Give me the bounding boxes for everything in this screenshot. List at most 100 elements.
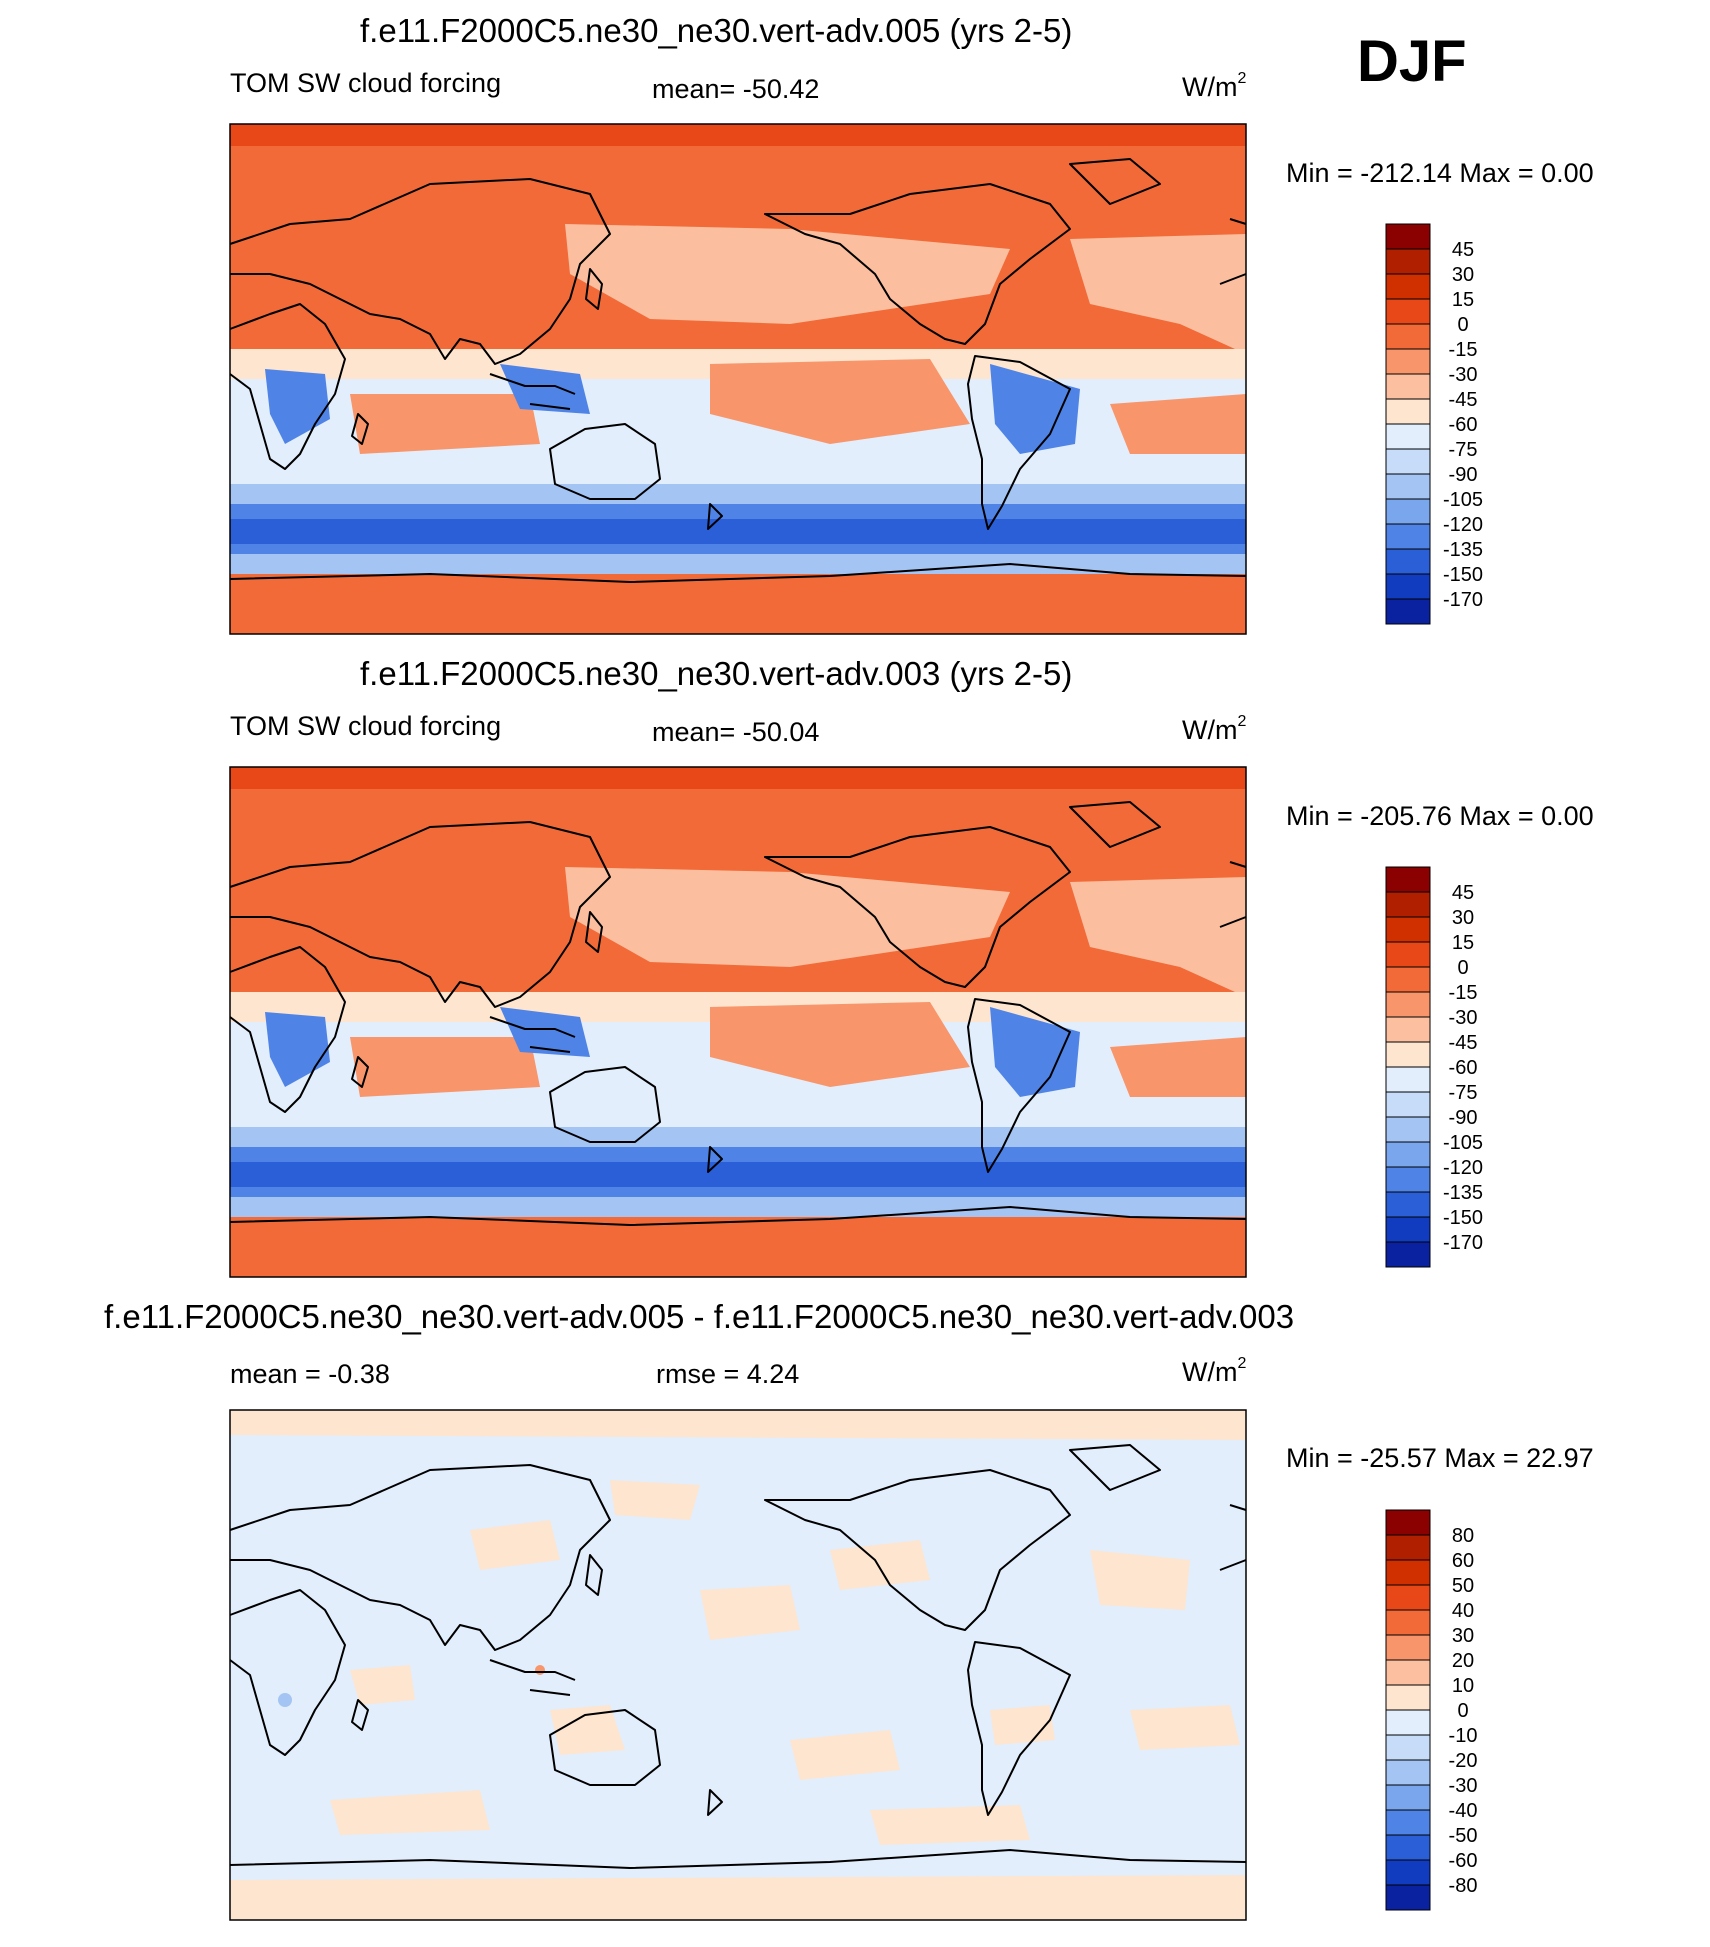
colorbar-1-label: -150 [1443, 564, 1483, 586]
colorbar-3-label: 30 [1452, 1625, 1474, 1647]
colorbar-1-swatch [1385, 348, 1431, 375]
colorbar-2-swatch [1385, 1091, 1431, 1118]
season-label: DJF [1357, 29, 1467, 94]
colorbar-3-swatch [1385, 1659, 1431, 1686]
colorbar-1-label: -135 [1443, 539, 1483, 561]
colorbar-2-label: -60 [1449, 1057, 1478, 1079]
colorbar-1-swatch [1385, 573, 1431, 600]
colorbar-3-label: -80 [1449, 1875, 1478, 1897]
colorbar-1-swatch [1385, 323, 1431, 350]
colorbar-1-label: 0 [1457, 314, 1468, 336]
colorbar-2-label: 45 [1452, 882, 1474, 904]
colorbar-3-swatch [1385, 1884, 1431, 1911]
colorbar-3-swatch [1385, 1734, 1431, 1761]
colorbar-2-swatch [1385, 966, 1431, 993]
colorbar-3-swatch [1385, 1784, 1431, 1811]
panel-3-mean: mean = -0.38 [230, 1359, 390, 1389]
colorbar-2-label: -30 [1449, 1007, 1478, 1029]
colorbar-1-swatch [1385, 473, 1431, 500]
colorbar-1-swatch [1385, 423, 1431, 450]
colorbar-1-label: -90 [1449, 464, 1478, 486]
colorbar-1-label: -30 [1449, 364, 1478, 386]
panel-2-title: f.e11.F2000C5.ne30_ne30.vert-adv.003 (yr… [360, 655, 1073, 692]
colorbars: 45 30 15 0 -15 -30 -45 -60 -75 -90 -105 -120 -135 -15… [1385, 223, 1483, 1911]
panel-2-mean: mean= -50.04 [652, 717, 820, 747]
colorbar-3-label: 40 [1452, 1600, 1474, 1622]
colorbar-1-swatch [1385, 523, 1431, 550]
colorbar-1-label: 15 [1452, 289, 1474, 311]
colorbar-1-label: -75 [1449, 439, 1478, 461]
colorbar-3-label: 60 [1452, 1550, 1474, 1572]
colorbar-3-swatch [1385, 1809, 1431, 1836]
colorbar-3-swatch [1385, 1709, 1431, 1736]
panel-3-units: W/m2 [1182, 1355, 1247, 1387]
colorbar-2-label: -170 [1443, 1232, 1483, 1254]
colorbar-3-swatch [1385, 1534, 1431, 1561]
colorbar-2-swatch [1385, 1016, 1431, 1043]
colorbar-2-label: -15 [1449, 982, 1478, 1004]
panel-2-map [229, 766, 1247, 1278]
colorbar-2-label: -120 [1443, 1157, 1483, 1179]
colorbar-3-label: 20 [1452, 1650, 1474, 1672]
colorbar-2-swatch [1385, 916, 1431, 943]
colorbar-2-label: -150 [1443, 1207, 1483, 1229]
panel-3-rmse: rmse = 4.24 [656, 1359, 800, 1389]
panel-1-units: W/m2 [1182, 70, 1247, 102]
panel-3-map [229, 1409, 1247, 1921]
colorbar-1-swatch [1385, 223, 1431, 250]
colorbar-3-label: 80 [1452, 1525, 1474, 1547]
colorbar-2-label: -135 [1443, 1182, 1483, 1204]
panel-1-field: TOM SW cloud forcing [230, 68, 502, 98]
colorbar-3-swatch [1385, 1759, 1431, 1786]
panel-2-units: W/m2 [1182, 713, 1247, 745]
colorbar-3-swatch [1385, 1509, 1431, 1536]
colorbar-1-swatch [1385, 398, 1431, 425]
colorbar-1-swatch [1385, 273, 1431, 300]
colorbar-3-swatch [1385, 1609, 1431, 1636]
colorbar-2-swatch [1385, 1141, 1431, 1168]
colorbar-2-swatch [1385, 1066, 1431, 1093]
colorbar-3-label: -30 [1449, 1775, 1478, 1797]
colorbar-2-swatch [1385, 891, 1431, 918]
panel-3-minmax: Min = -25.57 Max = 22.97 [1286, 1443, 1594, 1473]
colorbar-1-swatch [1385, 498, 1431, 525]
colorbar-1-label: -170 [1443, 589, 1483, 611]
colorbar-2-swatch [1385, 1166, 1431, 1193]
panel-1-mean: mean= -50.42 [652, 74, 820, 104]
colorbar-3-swatch [1385, 1584, 1431, 1611]
colorbar-2-label: -45 [1449, 1032, 1478, 1054]
colorbar-2-swatch [1385, 1041, 1431, 1068]
colorbar-3-swatch [1385, 1834, 1431, 1861]
colorbar-2-swatch [1385, 1116, 1431, 1143]
colorbar-3-swatch [1385, 1859, 1431, 1886]
colorbar-1-label: -45 [1449, 389, 1478, 411]
colorbar-3-label: 0 [1457, 1700, 1468, 1722]
colorbar-2-swatch [1385, 941, 1431, 968]
panel-1-map [229, 123, 1247, 635]
colorbar-3-label: 50 [1452, 1575, 1474, 1597]
colorbar-3-swatch [1385, 1684, 1431, 1711]
colorbar-1-swatch [1385, 373, 1431, 400]
colorbar-3-label: -50 [1449, 1825, 1478, 1847]
panel-2-minmax: Min = -205.76 Max = 0.00 [1286, 801, 1594, 831]
colorbar-2-swatch [1385, 991, 1431, 1018]
colorbar-3-label: -60 [1449, 1850, 1478, 1872]
colorbar-3-label: -40 [1449, 1800, 1478, 1822]
colorbar-3-label: -10 [1449, 1725, 1478, 1747]
colorbar-1-swatch [1385, 298, 1431, 325]
colorbar-2-label: 30 [1452, 907, 1474, 929]
colorbar-1-swatch [1385, 248, 1431, 275]
colorbar-2-label: 0 [1457, 957, 1468, 979]
colorbar-2-swatch [1385, 866, 1431, 893]
colorbar-1-swatch [1385, 448, 1431, 475]
colorbar-3-label: -20 [1449, 1750, 1478, 1772]
colorbar-1-label: 30 [1452, 264, 1474, 286]
colorbar-1-swatch [1385, 548, 1431, 575]
colorbar-2-swatch [1385, 1241, 1431, 1268]
colorbar-2-label: -75 [1449, 1082, 1478, 1104]
colorbar-1-label: -15 [1449, 339, 1478, 361]
colorbar-1-swatch [1385, 598, 1431, 625]
colorbar-2-label: -90 [1449, 1107, 1478, 1129]
panel-3-title: f.e11.F2000C5.ne30_ne30.vert-adv.005 - f… [104, 1298, 1295, 1335]
